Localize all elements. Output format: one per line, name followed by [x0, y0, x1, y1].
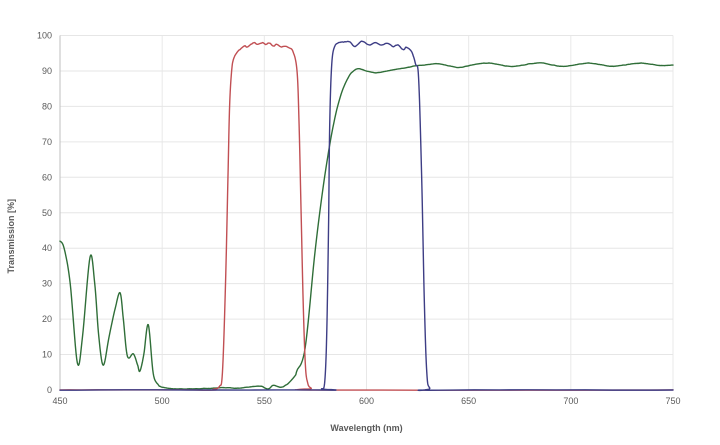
svg-text:700: 700	[563, 396, 578, 406]
svg-text:0: 0	[47, 385, 52, 395]
svg-text:500: 500	[155, 396, 170, 406]
svg-text:450: 450	[52, 396, 67, 406]
svg-text:550: 550	[257, 396, 272, 406]
svg-text:30: 30	[42, 279, 52, 289]
svg-text:40: 40	[42, 243, 52, 253]
svg-text:650: 650	[461, 396, 476, 406]
svg-text:750: 750	[665, 396, 680, 406]
svg-text:70: 70	[42, 137, 52, 147]
svg-text:20: 20	[42, 314, 52, 324]
svg-text:90: 90	[42, 66, 52, 76]
svg-text:80: 80	[42, 101, 52, 111]
svg-text:100: 100	[37, 31, 52, 41]
svg-text:60: 60	[42, 172, 52, 182]
svg-text:10: 10	[42, 350, 52, 360]
svg-text:600: 600	[359, 396, 374, 406]
svg-text:50: 50	[42, 208, 52, 218]
